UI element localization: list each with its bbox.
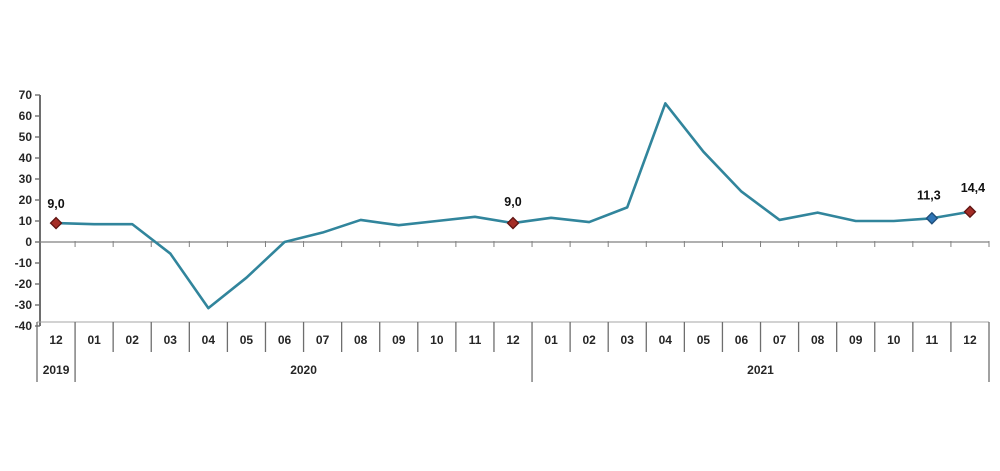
month-label: 09 bbox=[392, 333, 406, 347]
y-tick-label: 20 bbox=[19, 193, 33, 207]
data-point-marker bbox=[506, 216, 520, 230]
month-label: 12 bbox=[506, 333, 520, 347]
month-label: 01 bbox=[544, 333, 558, 347]
y-tick-label: 70 bbox=[19, 88, 33, 102]
data-point-marker bbox=[963, 205, 977, 219]
data-label: 9,0 bbox=[47, 197, 64, 211]
year-label: 2021 bbox=[747, 363, 774, 377]
data-label: 11,3 bbox=[917, 188, 941, 202]
y-tick-label: 10 bbox=[19, 214, 33, 228]
month-label: 05 bbox=[697, 333, 711, 347]
y-tick-label: 0 bbox=[25, 235, 32, 249]
month-label: 10 bbox=[887, 333, 901, 347]
year-label: 2020 bbox=[290, 363, 317, 377]
month-label: 08 bbox=[354, 333, 368, 347]
month-label: 04 bbox=[659, 333, 673, 347]
month-label: 01 bbox=[87, 333, 101, 347]
month-label: 12 bbox=[49, 333, 63, 347]
data-label: 14,4 bbox=[961, 181, 985, 195]
y-tick-label: -20 bbox=[15, 277, 33, 291]
month-label: 10 bbox=[430, 333, 444, 347]
month-label: 03 bbox=[164, 333, 178, 347]
y-tick-label: -10 bbox=[15, 256, 33, 270]
month-label: 11 bbox=[469, 333, 482, 347]
month-label: 09 bbox=[849, 333, 863, 347]
y-tick-label: 60 bbox=[19, 109, 33, 123]
month-label: 04 bbox=[202, 333, 216, 347]
month-label: 11 bbox=[926, 333, 939, 347]
month-label: 07 bbox=[773, 333, 787, 347]
y-tick-label: 40 bbox=[19, 151, 33, 165]
y-tick-label: -30 bbox=[15, 298, 33, 312]
month-label: 02 bbox=[126, 333, 140, 347]
month-label: 06 bbox=[735, 333, 749, 347]
data-label: 9,0 bbox=[504, 195, 521, 209]
data-point-marker bbox=[49, 216, 63, 230]
month-label: 12 bbox=[963, 333, 977, 347]
data-point-marker bbox=[925, 211, 939, 225]
month-label: 06 bbox=[278, 333, 292, 347]
month-label: 07 bbox=[316, 333, 330, 347]
month-label: 03 bbox=[621, 333, 635, 347]
month-label: 08 bbox=[811, 333, 825, 347]
y-tick-label: 30 bbox=[19, 172, 33, 186]
month-label: 02 bbox=[582, 333, 596, 347]
year-label: 2019 bbox=[43, 363, 70, 377]
y-tick-label: -40 bbox=[15, 319, 33, 333]
month-label: 05 bbox=[240, 333, 254, 347]
y-tick-label: 50 bbox=[19, 130, 33, 144]
